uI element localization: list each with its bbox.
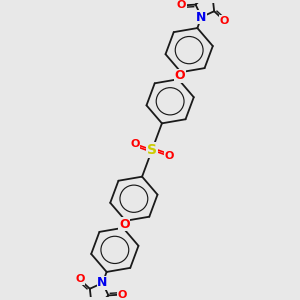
Text: O: O xyxy=(119,218,130,231)
Text: O: O xyxy=(177,1,186,10)
Text: S: S xyxy=(147,143,157,157)
Text: O: O xyxy=(118,290,127,299)
Text: O: O xyxy=(130,139,140,149)
Text: O: O xyxy=(75,274,84,284)
Text: O: O xyxy=(164,151,174,161)
Text: O: O xyxy=(174,69,185,82)
Text: N: N xyxy=(196,11,207,23)
Text: O: O xyxy=(220,16,229,26)
Text: N: N xyxy=(97,277,108,290)
